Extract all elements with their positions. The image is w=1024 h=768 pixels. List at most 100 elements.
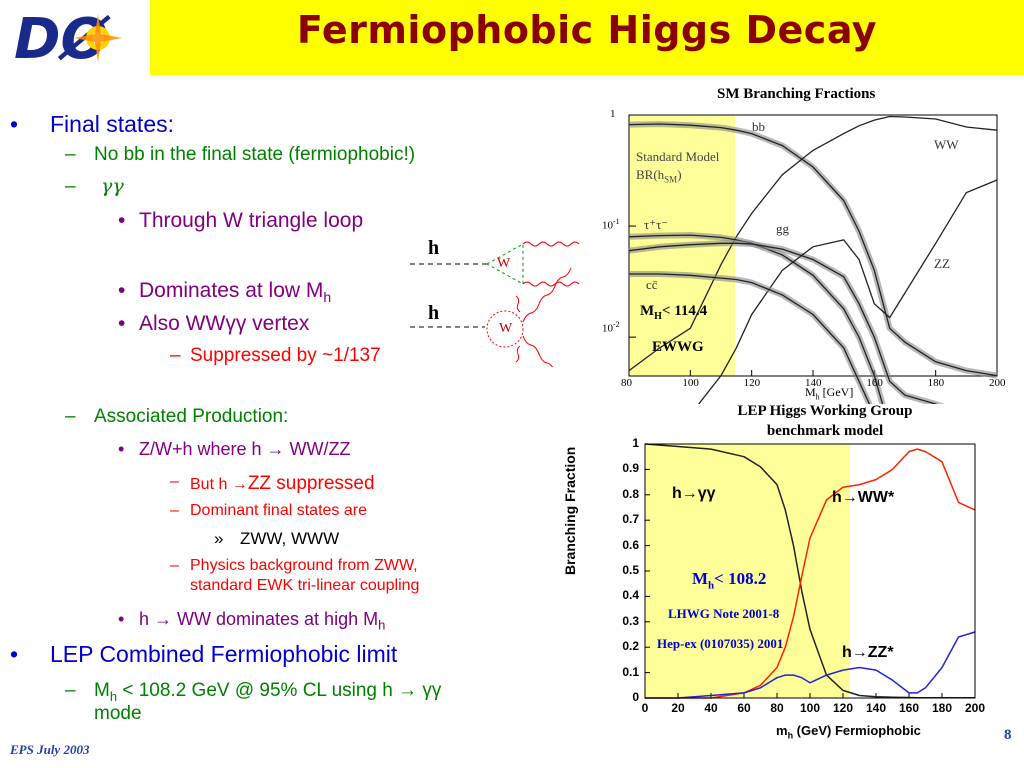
- bullet-lep-combined: LEP Combined Fermiophobic limit: [50, 641, 398, 667]
- chart-top: [628, 114, 998, 404]
- bottom-x-tick-label: 60: [737, 701, 751, 715]
- bottom-y-tick-label: 1: [632, 436, 639, 450]
- bullet-mh-limit-line2: mode: [94, 703, 142, 724]
- top-x-tick-label: 100: [682, 377, 699, 389]
- bullet-no-bb: No bb in the final state (fermiophobic!): [94, 144, 416, 165]
- w-loop: [486, 310, 524, 348]
- bottom-y-tick-label: 0.2: [622, 639, 639, 654]
- photon-line: [522, 335, 554, 367]
- photon-line: [522, 281, 580, 287]
- bullet-mh-limit: Mh < 108.2 GeV @ 95% CL using h → γγ: [94, 680, 442, 704]
- bullet-marker: •: [118, 279, 126, 302]
- bottom-y-tick-label: 0.9: [622, 461, 639, 476]
- bullet-final-states: Final states:: [50, 111, 174, 137]
- bullet-physics-bg-2: standard EWK tri-linear coupling: [190, 577, 420, 594]
- chart-bottom-annot-note: LHWG Note 2001-8: [668, 606, 780, 621]
- bottom-y-tick-label: 0.5: [622, 563, 639, 577]
- dash-marker: –: [170, 473, 179, 490]
- chart-top-xlabel: Mh [GeV]: [805, 385, 854, 402]
- chart-bottom-heading: LEP Higgs Working Group benchmark model: [737, 403, 913, 439]
- w-triangle-loop: [485, 243, 524, 285]
- dash-marker: –: [170, 345, 181, 366]
- top-series-line: [629, 273, 871, 404]
- bottom-y-tick-label: 0.3: [622, 613, 639, 628]
- page-title: Fermiophobic Higgs Decay: [296, 8, 878, 52]
- top-series-line: [628, 115, 998, 372]
- curve-label-gg: gg: [776, 221, 789, 236]
- bottom-x-tick-label: 0: [641, 701, 649, 715]
- chart-top-annot-ewwg: EWWG: [652, 339, 704, 355]
- bullet-marker: •: [118, 312, 126, 335]
- chart-bottom-xlabel: mh (GeV) Fermiophobic: [776, 723, 921, 741]
- chart-bottom-highlight-band: [645, 444, 850, 698]
- curve-label-tautau: τ⁺τ⁻: [644, 217, 669, 232]
- footer-date: EPS July 2003: [10, 742, 90, 757]
- curve-label-h-ww: h→WW*: [832, 489, 895, 506]
- chart-top-curves: [628, 115, 998, 404]
- dash-marker: –: [65, 144, 76, 165]
- top-ytick-001: 10-2: [602, 320, 620, 335]
- bottom-x-tick-label: 20: [671, 701, 685, 715]
- bottom-x-tick-label: 200: [965, 701, 986, 715]
- photon-line: [522, 241, 580, 247]
- chart-top-title: SM Branching Fractions: [717, 86, 876, 102]
- feynman-h-label: h: [428, 302, 440, 324]
- dash-marker: –: [170, 502, 179, 519]
- bullet-marker: •: [118, 609, 125, 629]
- raquo-marker: »: [214, 529, 224, 548]
- bullet-marker: •: [10, 641, 19, 667]
- top-series-line: [628, 234, 884, 404]
- dash-marker: –: [170, 557, 179, 574]
- bullet-also-ww: Also WWγγ vertex: [139, 312, 310, 335]
- chart-bottom-annot-hepex: Hep-ex (0107035) 2001: [657, 636, 784, 651]
- bottom-x-tick-label: 80: [770, 701, 784, 715]
- bullet-zw-h: Z/W+h where h → WW/ZZ: [139, 439, 351, 459]
- bullet-marker: •: [118, 209, 126, 232]
- top-series-line: [628, 123, 998, 377]
- chart-top-annot-mh: MH< 114.4: [640, 303, 708, 322]
- top-ytick-01: 10-1: [602, 217, 620, 232]
- bullet-through-w: Through W triangle loop: [139, 209, 364, 232]
- bullet-dominant-final: Dominant final states are: [190, 502, 367, 519]
- chart-bottom-ylabel: Branching Fraction: [562, 446, 578, 575]
- curve-label-bb: bb: [752, 119, 765, 134]
- top-x-tick-label: 140: [805, 377, 822, 389]
- bottom-x-tick-label: 140: [866, 701, 887, 715]
- dash-marker: –: [65, 406, 76, 427]
- photon-line: [522, 267, 572, 323]
- curve-label-ww: WW: [934, 137, 959, 152]
- bottom-y-tick-label: 0.7: [622, 512, 639, 527]
- bullet-physics-bg-1: Physics background from ZWW,: [190, 557, 418, 574]
- bullet-zww-www: ZWW, WWW: [240, 529, 340, 548]
- curve-label-h-zz: h→ZZ*: [842, 644, 894, 661]
- chart-bottom-annot-mh: Mh< 108.2: [692, 569, 767, 592]
- bullet-associated: Associated Production:: [94, 406, 289, 427]
- top-x-tick-label: 180: [927, 377, 945, 389]
- bullet-marker: •: [118, 439, 125, 459]
- curve-label-cc: cc̄: [646, 277, 658, 292]
- bullet-but-h: But h →ZZ suppressed: [190, 473, 375, 494]
- d0-logo: DØ: [0, 0, 150, 75]
- bottom-x-tick-label: 100: [800, 701, 821, 715]
- feynman-w-label: W: [499, 321, 513, 336]
- bottom-y-tick-label: 0: [632, 690, 639, 704]
- bullet-h-ww-high: h → WW dominates at high Mh: [139, 609, 386, 633]
- bullet-gamma-gamma: γγ: [101, 175, 124, 197]
- top-x-tick-label: 120: [743, 377, 761, 389]
- bottom-y-tick-label: 0.4: [622, 588, 639, 603]
- bottom-x-tick-label: 180: [932, 701, 953, 715]
- bottom-series-line: [645, 631, 976, 699]
- d0-logo-graphic: DØ: [4, 3, 142, 72]
- feynman-h-label: h: [428, 237, 440, 259]
- curve-label-h-gg: h→γγ: [672, 485, 716, 502]
- bottom-series-line: [645, 448, 976, 699]
- top-series-line: [628, 242, 938, 404]
- bullet-marker: •: [10, 111, 19, 137]
- chart-top-legend-2: BR(hSM): [636, 167, 682, 185]
- bottom-y-tick-label: 0.1: [622, 664, 639, 679]
- curve-label-zz: ZZ: [934, 256, 950, 271]
- top-x-tick-label: 200: [989, 377, 1006, 389]
- top-x-tick-label: 160: [866, 377, 883, 389]
- dash-marker: –: [65, 680, 76, 701]
- bullet-dominates-low: Dominates at low Mh: [139, 279, 332, 306]
